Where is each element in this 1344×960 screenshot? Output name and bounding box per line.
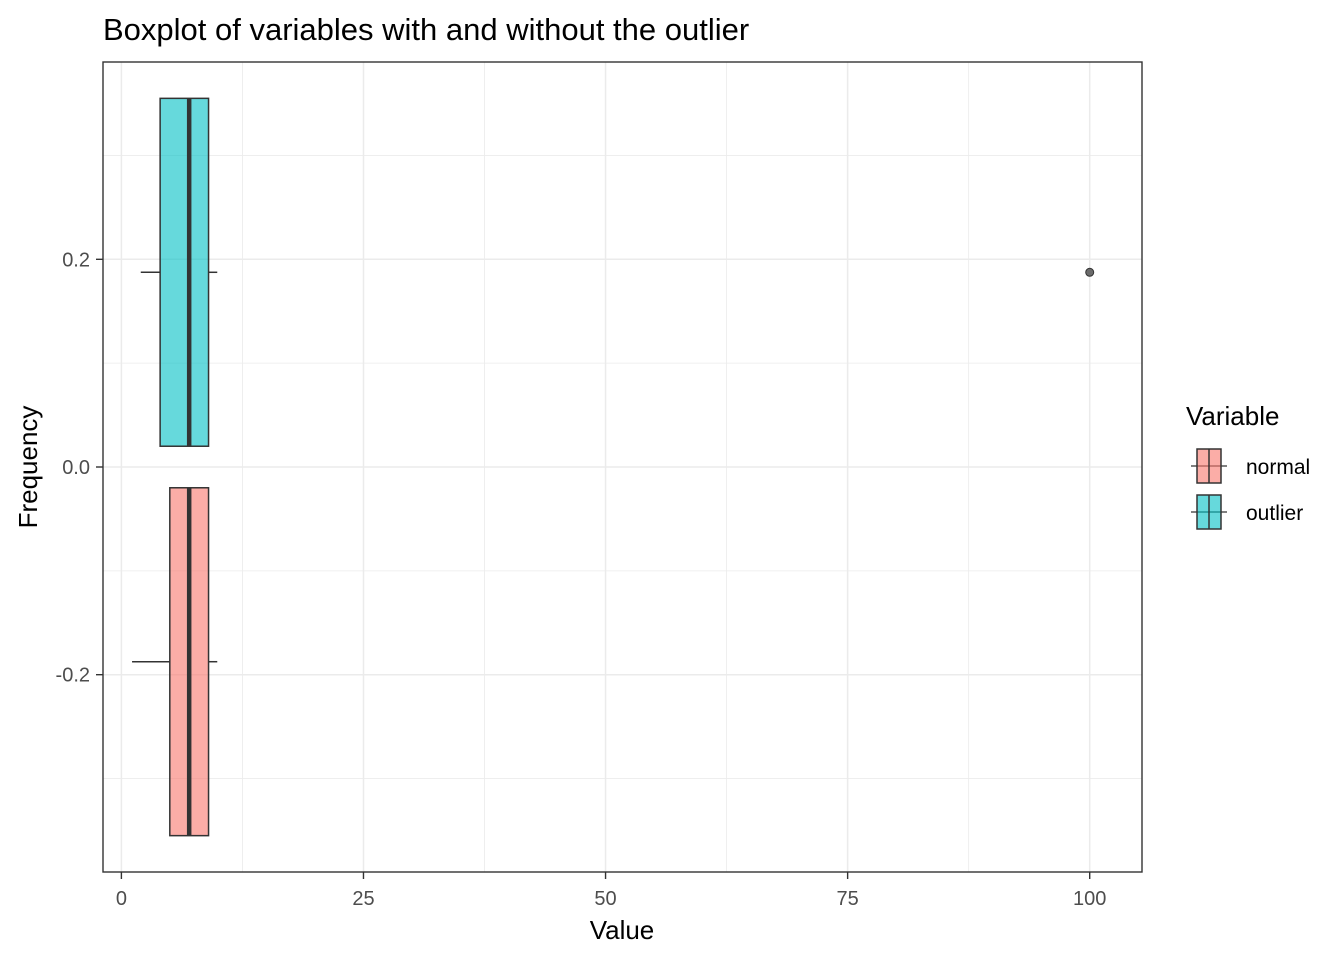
legend: Variable normal outlier bbox=[1186, 401, 1310, 530]
x-tick-label: 100 bbox=[1073, 888, 1106, 910]
y-tick-label: 0.2 bbox=[62, 249, 90, 271]
boxplot-series bbox=[132, 97, 1095, 837]
x-tick-label: 75 bbox=[837, 888, 859, 910]
x-axis: 0 25 50 75 100 bbox=[116, 872, 1106, 910]
legend-key-normal bbox=[1191, 448, 1227, 484]
y-tick-label: 0.0 bbox=[62, 457, 90, 479]
legend-key-outlier bbox=[1191, 494, 1227, 530]
chart-title: Boxplot of variables with and without th… bbox=[103, 12, 749, 47]
y-axis: -0.2 0.0 0.2 bbox=[56, 249, 103, 687]
boxplot-normal bbox=[132, 487, 218, 837]
x-tick-label: 0 bbox=[116, 888, 127, 910]
legend-label-normal: normal bbox=[1246, 456, 1310, 479]
x-tick-label: 50 bbox=[594, 888, 616, 910]
x-tick-label: 25 bbox=[352, 888, 374, 910]
outlier-point bbox=[1085, 267, 1095, 277]
box-iqr bbox=[159, 97, 210, 447]
x-axis-title: Value bbox=[590, 915, 655, 945]
legend-label-outlier: outlier bbox=[1246, 502, 1303, 525]
legend-title: Variable bbox=[1186, 401, 1279, 431]
grid-lines bbox=[103, 62, 1142, 872]
boxplot-outlier bbox=[140, 97, 1095, 447]
y-tick-label: -0.2 bbox=[56, 665, 90, 687]
y-axis-title: Frequency bbox=[13, 406, 43, 529]
